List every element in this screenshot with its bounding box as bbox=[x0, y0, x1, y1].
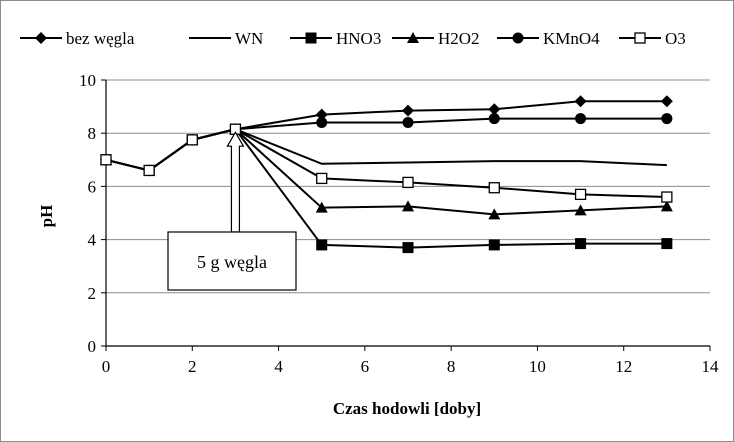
legend: bez węgla WN HNO3 H2O2 KMnO4 O3 bbox=[20, 29, 686, 48]
data-point bbox=[489, 183, 499, 193]
data-point bbox=[661, 113, 672, 124]
x-axis-title: Czas hodowli [doby] bbox=[333, 399, 481, 418]
y-tick-label: 4 bbox=[88, 231, 97, 250]
data-point bbox=[403, 242, 414, 253]
legend-marker bbox=[635, 33, 645, 43]
x-tick-label: 4 bbox=[274, 357, 283, 376]
annotation-text: 5 g węgla bbox=[197, 252, 267, 272]
data-point bbox=[403, 117, 414, 128]
data-point bbox=[187, 135, 197, 145]
data-point bbox=[316, 239, 327, 250]
legend-marker bbox=[513, 33, 524, 44]
data-point bbox=[661, 238, 672, 249]
x-tick-label: 10 bbox=[529, 357, 546, 376]
y-tick-label: 0 bbox=[88, 337, 97, 356]
legend-marker bbox=[306, 33, 317, 44]
x-tick-label: 14 bbox=[702, 357, 720, 376]
data-point bbox=[317, 173, 327, 183]
legend-label: bez węgla bbox=[66, 29, 135, 48]
legend-label: H2O2 bbox=[438, 29, 480, 48]
data-point bbox=[316, 117, 327, 128]
x-tick-label: 8 bbox=[447, 357, 456, 376]
x-tick-label: 12 bbox=[615, 357, 632, 376]
data-point bbox=[489, 239, 500, 250]
data-point bbox=[101, 155, 111, 165]
legend-label: O3 bbox=[665, 29, 686, 48]
data-point bbox=[576, 189, 586, 199]
y-tick-label: 2 bbox=[88, 284, 97, 303]
legend-label: WN bbox=[235, 29, 263, 48]
data-point bbox=[403, 177, 413, 187]
x-tick-label: 2 bbox=[188, 357, 197, 376]
y-tick-label: 6 bbox=[88, 177, 97, 196]
data-point bbox=[575, 113, 586, 124]
y-tick-label: 8 bbox=[88, 124, 97, 143]
y-axis-title: pH bbox=[37, 205, 56, 228]
legend-label: KMnO4 bbox=[543, 29, 600, 48]
data-point bbox=[144, 165, 154, 175]
legend-label: HNO3 bbox=[336, 29, 381, 48]
data-point bbox=[489, 113, 500, 124]
x-tick-label: 0 bbox=[102, 357, 111, 376]
x-tick-label: 6 bbox=[361, 357, 370, 376]
y-tick-label: 10 bbox=[79, 71, 96, 90]
data-point bbox=[662, 192, 672, 202]
data-point bbox=[575, 238, 586, 249]
